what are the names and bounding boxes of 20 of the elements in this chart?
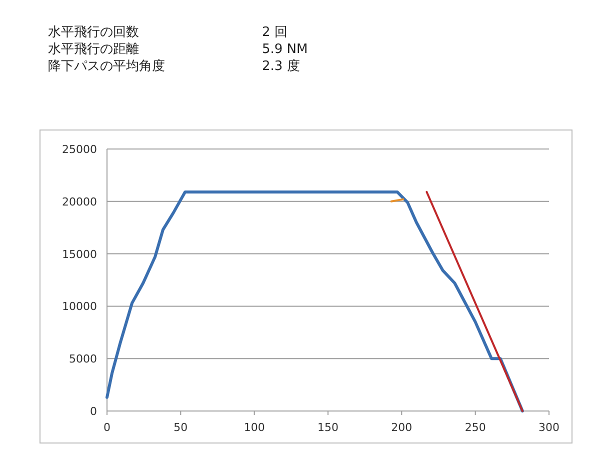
y-tick-label: 10000: [62, 300, 97, 314]
line-series: [106, 190, 524, 412]
y-tick-label: 20000: [62, 195, 97, 208]
x-tick-label: 200: [391, 421, 412, 434]
text: 2.3 度: [262, 58, 300, 74]
x-tick-label: 50: [174, 421, 188, 434]
y-tick-label: 15000: [62, 248, 97, 261]
x-tick-label: 100: [244, 421, 265, 434]
x-tick-label: 0: [104, 421, 110, 434]
text: 水平飛行の回数: [48, 25, 139, 40]
y-tick-label: 5000: [69, 352, 97, 366]
text: 5.9 NM: [262, 42, 308, 57]
text: 降下パスの平均角度: [48, 58, 165, 74]
text: 2 回: [262, 25, 288, 40]
text: 水平飛行の距離: [48, 42, 139, 57]
x-tick-label: 150: [318, 421, 338, 434]
y-tick-label: 0: [90, 405, 97, 418]
y-tick-label: 25000: [62, 143, 97, 156]
x-tick-label: 300: [538, 421, 560, 434]
x-tick-label: 250: [464, 421, 486, 434]
